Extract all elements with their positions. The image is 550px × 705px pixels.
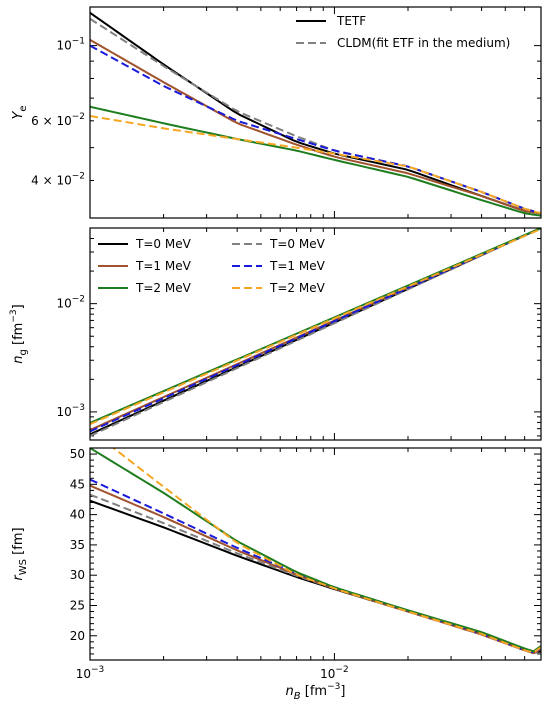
series-line-2: [90, 38, 541, 215]
legend-label: TETF: [336, 14, 366, 28]
x-tick-label: 10−2: [320, 665, 349, 681]
y-axis-label: ng [fm−3]: [9, 304, 29, 363]
legend-label: T=1 MeV: [269, 259, 326, 273]
y-tick-label: 6 × 10−2: [31, 112, 85, 128]
y-tick-label: 25: [70, 598, 85, 612]
bottom-panel: 50 45 40 35 30 25 20 10−3 10−2 rWS [fm] nB [fm−3]: [11, 447, 542, 702]
series-line-2: [90, 484, 541, 655]
x-tick-label: 10−3: [76, 665, 105, 681]
legend-label: CLDM(fit ETF in the medium): [337, 36, 510, 50]
series-line-5: [111, 448, 541, 654]
y-tick-label: 4 × 10−2: [31, 171, 85, 187]
legend-label: T=2 MeV: [269, 281, 326, 295]
x-axis-label: nB [fm−3]: [286, 682, 346, 702]
series-line-3: [90, 44, 541, 215]
y-tick-label: 30: [70, 568, 85, 582]
legend-label: T=1 MeV: [135, 259, 192, 273]
y-tick-label: 10−3: [56, 403, 85, 419]
plot-frame: [89, 447, 542, 661]
legend-label: T=2 MeV: [135, 281, 192, 295]
legend-label: T=0 MeV: [269, 237, 326, 251]
series-line-5: [90, 228, 541, 426]
y-tick-label: 40: [70, 508, 85, 522]
y-tick-label: 10−2: [56, 295, 85, 311]
series-line-4: [90, 105, 541, 217]
plot-frame: [89, 227, 542, 441]
top-panel: 10−1 6 × 10−2 4 × 10−2 Ye TETF CLDM(fit ETF i…: [11, 6, 542, 219]
y-tick-label: 20: [70, 629, 85, 643]
series-line-5: [90, 114, 541, 215]
y-tick-label: 50: [70, 447, 85, 461]
y-tick-label: 45: [70, 477, 85, 491]
legend: T=0 MeV T=0 MeV T=1 MeV T=1 MeV T=2 MeV T=2 M…: [98, 237, 326, 295]
series-line-4: [90, 448, 541, 653]
legend: TETF CLDM(fit ETF in the medium): [296, 14, 510, 50]
y-axis-label: Ye: [11, 105, 29, 119]
series-line-3: [90, 478, 541, 654]
legend-label: T=0 MeV: [135, 237, 192, 251]
y-tick-label: 35: [70, 538, 85, 552]
y-tick-label: 10−1: [56, 37, 85, 53]
plot-frame: [89, 6, 542, 219]
y-axis-label: rWS [fm]: [11, 527, 29, 580]
